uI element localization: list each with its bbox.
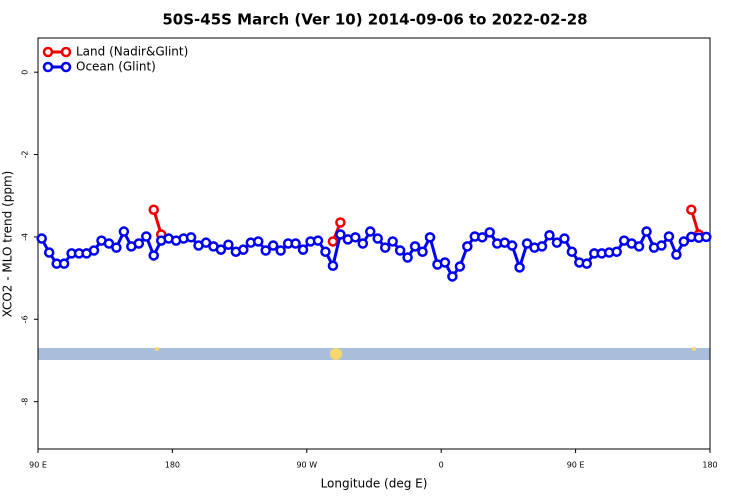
land-spot — [330, 348, 342, 360]
y-tick-label: -4 — [21, 233, 30, 241]
y-tick-label: -2 — [21, 151, 30, 159]
legend-label: Land (Nadir&Glint) — [76, 45, 188, 59]
point — [223, 239, 234, 250]
point — [36, 233, 47, 244]
x-tick-label: 90 E — [29, 461, 47, 470]
point — [686, 204, 697, 215]
point — [559, 233, 570, 244]
point — [417, 246, 428, 257]
point — [671, 249, 682, 260]
point — [402, 252, 413, 263]
plot-frame — [37, 37, 711, 450]
x-tick-label: 90 E — [567, 461, 585, 470]
y-tick-label: -8 — [21, 398, 30, 406]
point — [506, 240, 518, 251]
point — [148, 250, 159, 261]
point — [663, 231, 675, 242]
y-axis-label: XCO2 - MLO trend (ppm) — [1, 171, 15, 318]
point — [111, 242, 122, 253]
legend-label: Ocean (Glint) — [76, 60, 156, 74]
x-axis-label: Longitude (deg E) — [321, 477, 428, 491]
point — [462, 241, 473, 252]
land-strip — [38, 348, 710, 360]
point — [514, 262, 525, 273]
point — [215, 244, 227, 255]
legend-marker — [42, 46, 54, 58]
point — [566, 246, 578, 257]
point — [327, 236, 339, 247]
point — [379, 242, 391, 253]
point — [312, 235, 324, 246]
point — [394, 245, 406, 256]
point — [141, 231, 152, 242]
point — [290, 238, 301, 249]
point — [185, 232, 197, 243]
land-spot — [692, 347, 696, 351]
legend-marker — [42, 61, 54, 73]
point — [58, 258, 70, 269]
point — [320, 246, 331, 257]
point — [641, 226, 652, 237]
point — [439, 257, 451, 268]
point — [335, 217, 346, 228]
chart-title: 50S-45S March (Ver 10) 2014-09-06 to 202… — [162, 11, 587, 29]
point — [350, 232, 361, 243]
point — [103, 238, 115, 249]
point — [484, 227, 495, 238]
point — [253, 236, 264, 247]
point — [581, 258, 593, 269]
point — [260, 245, 271, 256]
x-tick-label: 0 — [439, 461, 444, 470]
point — [678, 236, 690, 247]
point — [387, 236, 398, 247]
point — [701, 231, 712, 243]
point — [372, 233, 383, 244]
point — [148, 204, 159, 215]
y-tick-label: -6 — [21, 315, 30, 323]
point — [275, 245, 286, 256]
point — [633, 241, 645, 252]
point — [297, 244, 309, 255]
point — [357, 238, 369, 249]
point — [611, 246, 622, 257]
x-tick-label: 180 — [165, 461, 180, 470]
point — [409, 241, 421, 252]
land-spot — [155, 347, 159, 351]
x-tick-label: 90 W — [296, 461, 317, 470]
point — [327, 260, 339, 271]
point — [454, 261, 466, 272]
point — [656, 240, 667, 251]
point — [238, 244, 249, 255]
point — [365, 226, 376, 237]
legend-marker — [60, 61, 72, 73]
point — [43, 247, 55, 258]
x-tick-label: 180 — [702, 461, 717, 470]
point — [133, 238, 145, 249]
point — [335, 229, 346, 240]
point — [447, 271, 458, 282]
legend-marker — [60, 46, 72, 58]
point — [521, 238, 533, 249]
point — [477, 232, 488, 243]
y-tick-label: 0 — [21, 70, 30, 75]
point — [424, 232, 436, 243]
point — [267, 240, 279, 251]
point — [536, 241, 548, 252]
point — [544, 230, 555, 241]
point — [88, 245, 100, 256]
point — [118, 226, 130, 237]
point — [551, 237, 563, 248]
